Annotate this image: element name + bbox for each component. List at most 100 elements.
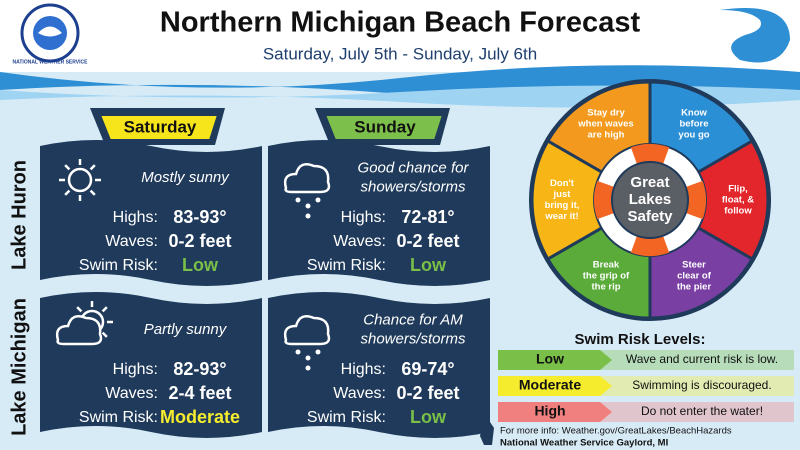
row-label: Waves:	[105, 385, 158, 402]
sun-ray	[64, 164, 71, 171]
safety-text: the rip	[591, 282, 620, 293]
row-value: 69-74°	[401, 359, 454, 379]
lifebuoy-stripe	[685, 180, 706, 220]
legend-swatch	[498, 376, 612, 396]
day-label: Sunday	[354, 117, 416, 136]
sun-ray	[89, 189, 96, 196]
safety-segment	[530, 138, 654, 262]
footer-office: National Weather Service Gaylord, MI	[500, 438, 668, 449]
header-band	[0, 0, 800, 72]
condition: Good chance for	[358, 159, 470, 176]
row-value: Low	[410, 407, 447, 427]
row-value: 2-4 feet	[168, 383, 231, 403]
safety-text: clear of	[677, 271, 712, 282]
safety-text: Flip,	[728, 184, 748, 195]
row-value: 82-93°	[173, 359, 226, 379]
row-label: Swim Risk:	[307, 257, 386, 274]
lifebuoy-stripe	[630, 143, 670, 165]
safety-text: when waves	[577, 118, 633, 129]
safety-text: Don't	[550, 178, 575, 189]
row-label: Swim Risk:	[79, 257, 158, 274]
condition: Partly sunny	[144, 321, 228, 338]
safety-segment	[646, 138, 770, 262]
row-label: Highs:	[113, 209, 158, 226]
day-tab	[98, 114, 220, 141]
row-label: Swim Risk:	[79, 409, 158, 426]
safety-text: Stay dry	[587, 107, 625, 118]
title: Northern Michigan Beach Forecast	[160, 7, 641, 39]
row-value: 72-81°	[401, 207, 454, 227]
row-label: Waves:	[333, 233, 386, 250]
row-label: Waves:	[333, 385, 386, 402]
safety-text: you go	[678, 129, 709, 140]
legend-title: Swim Risk Levels:	[575, 331, 706, 348]
row-value: 0-2 feet	[396, 383, 459, 403]
rain-drop	[295, 197, 301, 203]
lake-label: Lake Michigan	[8, 298, 30, 436]
sun-ray	[76, 306, 83, 313]
rain-drop	[305, 203, 311, 209]
rain-drop	[305, 365, 311, 371]
safety-text: the pier	[677, 282, 712, 293]
row-value: Moderate	[160, 407, 240, 427]
sun-ray	[101, 331, 108, 338]
nws-logo-bird	[38, 26, 62, 37]
condition: showers/storms	[360, 330, 466, 347]
safety-text: wear it!	[544, 211, 578, 222]
legend-description: Swimming is discouraged.	[632, 378, 771, 392]
legend-level: High	[534, 403, 565, 419]
lifebuoy-stripe	[594, 180, 615, 220]
legend-swatch	[498, 350, 612, 370]
safety-center-text: Lakes	[629, 191, 672, 208]
michigan-icon	[480, 422, 494, 445]
condition: showers/storms	[360, 178, 466, 195]
safety-text: bring it,	[545, 200, 580, 211]
logo-text: NATIONAL WEATHER SERVICE	[13, 59, 89, 65]
row-label: Highs:	[113, 361, 158, 378]
safety-text: just	[553, 189, 572, 200]
lifebuoy-stripe	[630, 235, 670, 256]
legend-description: Do not enter the water!	[641, 404, 763, 418]
safety-center-text: Safety	[627, 208, 673, 225]
condition: Chance for AM	[363, 311, 463, 328]
legend-swatch	[498, 402, 612, 422]
footer-info: For more info: Weather.gov/GreatLakes/Be…	[500, 426, 732, 437]
safety-text: Break	[593, 260, 620, 271]
lifebuoy-center	[611, 161, 689, 239]
rain-drop	[315, 197, 321, 203]
corner-wave	[720, 8, 790, 63]
day-label: Saturday	[124, 117, 197, 136]
cloud-icon	[55, 315, 103, 346]
row-value: Low	[410, 255, 447, 275]
cloud-icon	[283, 163, 331, 194]
sun-ray	[101, 306, 108, 313]
safety-text: Know	[681, 107, 707, 118]
legend-level: Low	[536, 351, 564, 367]
legend-level: Moderate	[519, 377, 581, 393]
row-label: Highs:	[341, 361, 386, 378]
safety-text: Steer	[682, 260, 706, 271]
sun-ray	[89, 164, 96, 171]
cloud-icon	[283, 315, 331, 346]
legend-description: Wave and current risk is low.	[626, 352, 778, 366]
rain-drop	[315, 349, 321, 355]
rain-drop	[305, 213, 311, 219]
row-value: 83-93°	[173, 207, 226, 227]
safety-center-text: Great	[630, 174, 669, 191]
safety-text: float, &	[722, 195, 754, 206]
rain-drop	[305, 355, 311, 361]
safety-text: the grip of	[583, 271, 630, 282]
lake-label: Lake Huron	[8, 160, 30, 270]
rain-drop	[295, 349, 301, 355]
row-value: 0-2 feet	[168, 231, 231, 251]
day-tab	[323, 114, 445, 141]
safety-text: before	[679, 118, 708, 129]
condition: Mostly sunny	[141, 169, 230, 186]
row-label: Swim Risk:	[307, 409, 386, 426]
sun-icon	[67, 167, 93, 193]
row-label: Waves:	[105, 233, 158, 250]
forecast-card	[40, 140, 262, 286]
row-value: 0-2 feet	[396, 231, 459, 251]
